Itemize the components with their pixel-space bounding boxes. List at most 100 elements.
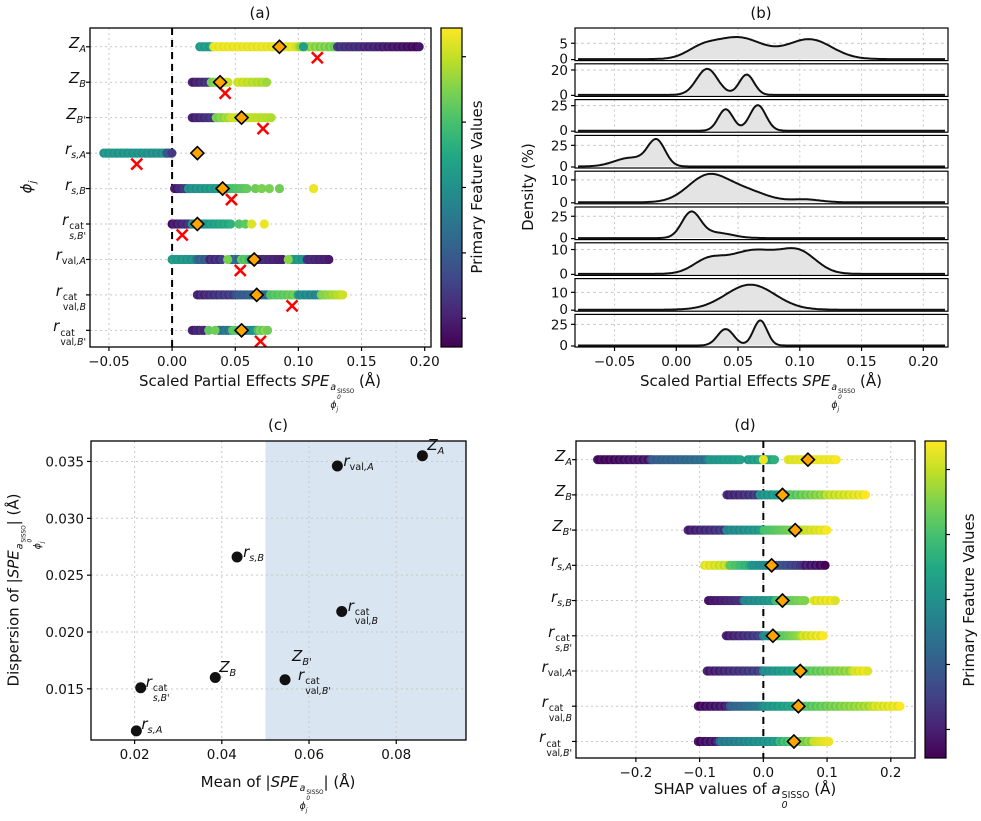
diamond-marker [790,698,807,714]
kde-row: 025 [551,206,949,247]
svg-text:0.08: 0.08 [381,747,411,763]
data-point [135,682,147,694]
strip-row [693,736,834,747]
diamond-marker [800,452,816,468]
svg-text:−0.05: −0.05 [594,354,635,370]
panel-d-colorbar-label: Primary Feature Values [960,513,978,687]
row-label: r cat val,B [55,281,86,313]
cross-marker [175,228,189,242]
svg-text:0: 0 [559,302,568,318]
diamond-marker [214,180,231,197]
diamond-marker [189,145,205,161]
diamond-marker [765,628,781,644]
data-point [130,725,142,737]
kde-row: 025 [551,313,949,354]
kde-curve [578,104,945,132]
diamond-marker [774,592,791,609]
row-label: rs,A [64,140,86,162]
cross-marker [130,157,144,171]
kde-curve [578,247,945,275]
svg-text:0.15: 0.15 [847,354,877,370]
svg-text:0: 0 [559,123,568,139]
data-point [336,606,348,618]
svg-text:10: 10 [551,173,568,189]
kde-row: 0 20 [551,63,949,103]
svg-text:0.00: 0.00 [661,354,691,370]
kde-curve [578,210,945,240]
cross-marker [254,334,267,348]
svg-text:0: 0 [559,338,568,354]
diamond-marker [271,39,288,55]
strip-row [722,490,871,500]
row-label: ZB' [66,104,86,126]
panel-d-xlabel: SHAP values of a SISSO 0 (Å) [653,780,837,811]
svg-text:25: 25 [551,317,568,333]
data-point [231,551,243,563]
panel-a: −0.05 0.00 0.05 0.10 0.15 0.20 (a) Scaled Par… [0,0,487,413]
data-point [279,674,291,686]
panel-a-xlabel: Scaled Partial Effects SPE a SISSO 0 ϕj (Å) [139,372,381,413]
kde-row: 010 [551,242,949,282]
strip-row [187,77,272,87]
diamond-marker [233,322,250,338]
cross-marker [310,51,324,65]
strip-row [703,595,840,606]
row-label: ZB' [552,517,572,539]
row-label: rs,B [64,175,86,197]
svg-text:25: 25 [551,99,568,115]
svg-text:0.05: 0.05 [220,354,250,370]
panel-b-ylabel: Density (%) [519,143,537,231]
svg-text:−0.05: −0.05 [88,354,129,370]
kde-curve [578,172,945,204]
axis-ticks: 0.02 0.04 0.06 0.08 0.015 0.020 0.025 0.030 0.03… [45,454,411,763]
svg-text:0.015: 0.015 [45,682,84,698]
kde-curve [578,36,945,61]
svg-text:0.00: 0.00 [157,354,187,370]
diamond-marker [787,522,803,538]
row-label: ZA [555,446,572,468]
row-label: r cat val,B' [53,317,86,349]
panel-d: −0.2 −0.1 0.0 0.1 0.2 (d) SHAP values of a SI… [481,410,981,821]
strip-row [693,701,905,711]
x-ticks: −0.05 0.00 0.05 0.10 0.15 0.20 [594,347,938,370]
panel-d-title: (d) [734,416,756,434]
svg-text:0.15: 0.15 [347,354,377,370]
svg-text:0: 0 [559,52,568,68]
row-label: r cat val,B [541,693,572,725]
strip-row [195,42,424,52]
panel-d-plot: −0.2 −0.1 0.0 0.1 0.2 [572,440,950,781]
row-label: rs,B [550,587,572,609]
point-label: ZA [427,435,445,457]
row-label: ZB [555,481,572,503]
svg-text:0: 0 [559,231,568,247]
markers [763,452,816,750]
svg-text:−0.2: −0.2 [620,765,653,781]
panel-c-xlabel: Mean of |SPE a SISSO 0 ϕj | (Å) [200,773,356,814]
svg-text:20: 20 [551,63,568,79]
svg-text:0: 0 [559,195,568,211]
kde-row: 05 [559,27,949,68]
row-label: rs,A [550,552,572,574]
svg-text:0.02: 0.02 [120,747,150,763]
point-label: rs,B [243,542,265,564]
diamond-marker [774,487,791,503]
point-label: ZB' [292,646,312,668]
row-label: ZB [69,69,86,91]
row-label: r cat val,B' [539,728,572,760]
point-label: r cat val,B [347,596,379,628]
kde-row: 0 25 [551,99,949,139]
strip-row [700,560,830,570]
row-label: r cat s,B' [548,622,572,654]
point-label: ZB [219,658,237,680]
row-label: ZA [69,33,86,55]
svg-text:10: 10 [551,285,568,301]
strip-row [167,219,269,229]
data-point [416,450,428,462]
point-label: r cat s,B' [145,672,170,704]
svg-text:0.20: 0.20 [908,354,938,370]
panel-c-ylabel: Dispersion of |SPE a SISSO 0 ϕj | (Å) [4,493,46,687]
svg-text:25: 25 [551,138,568,154]
kde-curve [578,67,945,96]
svg-text:0.020: 0.020 [45,625,84,641]
